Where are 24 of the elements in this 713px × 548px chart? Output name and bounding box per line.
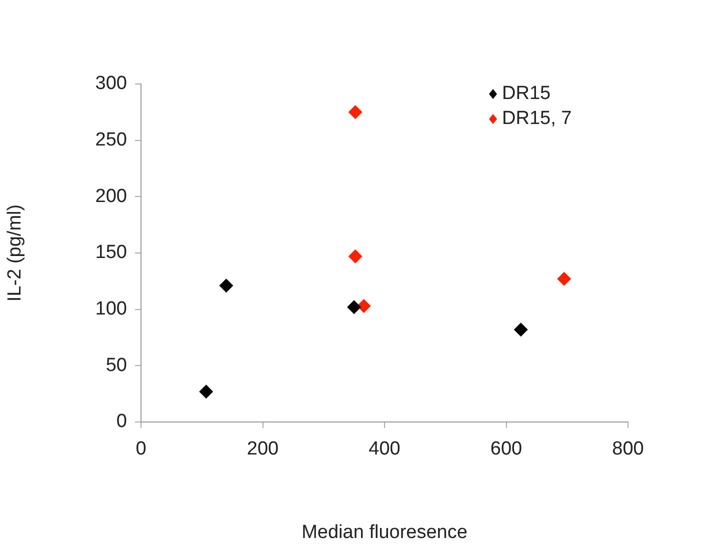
point [347,300,362,314]
point [219,278,234,293]
y-tick-label: 300 [95,73,127,94]
x-tick-label: 400 [368,438,400,460]
point [199,384,214,399]
point [348,249,362,264]
x-tick-label: 800 [612,438,644,460]
x-axis-title: Median fluoresence [302,522,468,543]
x-tick-label: 0 [136,438,146,460]
point [514,322,528,337]
legend-label: DR15 [502,83,551,104]
y-tick-label: 100 [95,298,127,320]
x-tick-label: 600 [490,438,522,460]
point [356,298,371,313]
y-tick-label: 50 [106,354,127,376]
x-tick-label: 200 [246,438,279,460]
y-axis-title: IL-2 (pg/ml) [4,204,26,302]
y-tick-label: 200 [95,186,127,207]
y-tick-label: 0 [116,411,127,432]
point [557,272,572,286]
y-tick-label: 250 [95,130,127,151]
y-tick-label: 150 [95,242,127,264]
legend-label: DR15, 7 [502,108,572,130]
point [348,105,362,120]
